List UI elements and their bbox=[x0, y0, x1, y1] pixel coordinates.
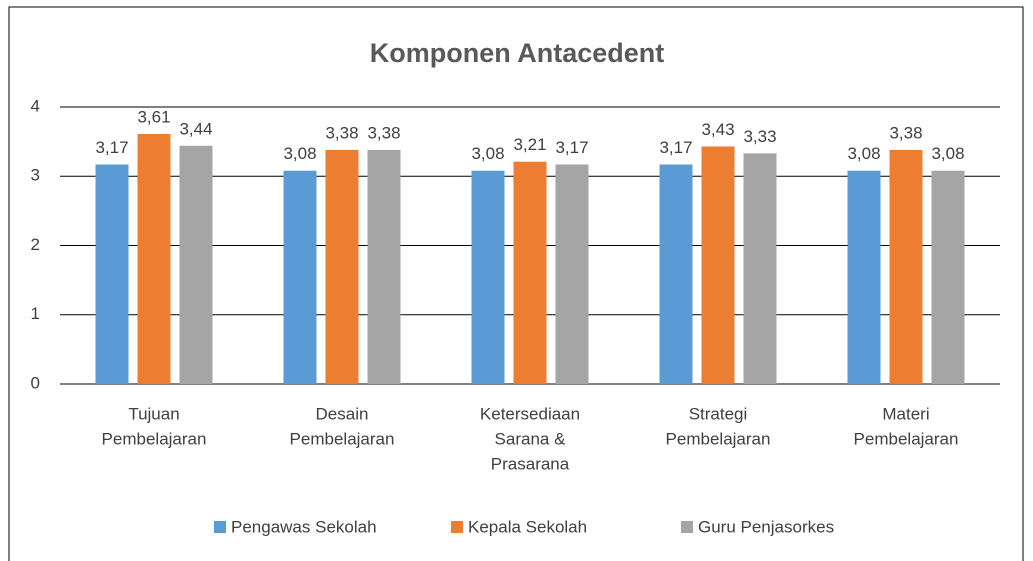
legend-swatch bbox=[451, 521, 463, 533]
bar bbox=[701, 146, 735, 384]
legend-label: Guru Penjasorkes bbox=[698, 517, 834, 536]
bar bbox=[95, 164, 129, 384]
data-label: 3,43 bbox=[701, 120, 734, 139]
bar bbox=[889, 149, 923, 384]
bar bbox=[367, 149, 401, 384]
bar bbox=[743, 153, 777, 384]
x-tick-label: Pembelajaran bbox=[666, 429, 771, 448]
y-tick-label: 2 bbox=[31, 235, 40, 254]
data-label: 3,08 bbox=[931, 144, 964, 163]
data-label: 3,17 bbox=[659, 138, 692, 157]
x-tick-label: Sarana & bbox=[495, 429, 567, 448]
bar bbox=[179, 145, 213, 384]
data-label: 3,61 bbox=[137, 107, 170, 126]
bar bbox=[137, 134, 171, 384]
data-label: 3,33 bbox=[743, 127, 776, 146]
y-tick-label: 1 bbox=[31, 304, 40, 323]
bar bbox=[555, 164, 589, 384]
x-tick-label: Tujuan bbox=[128, 404, 179, 423]
legend-swatch bbox=[681, 521, 693, 533]
bar bbox=[513, 161, 547, 384]
x-tick-label: Pembelajaran bbox=[290, 429, 395, 448]
x-tick-label: Strategi bbox=[689, 404, 748, 423]
data-label: 3,44 bbox=[179, 119, 212, 138]
x-tick-label: Prasarana bbox=[491, 454, 570, 473]
x-tick-label: Ketersediaan bbox=[480, 404, 580, 423]
bar bbox=[847, 170, 881, 384]
x-tick-label: Pembelajaran bbox=[102, 429, 207, 448]
bar bbox=[471, 170, 505, 384]
y-tick-label: 3 bbox=[31, 166, 40, 185]
data-label: 3,17 bbox=[95, 138, 128, 157]
legend-label: Kepala Sekolah bbox=[468, 517, 587, 536]
data-label: 3,38 bbox=[889, 123, 922, 142]
x-tick-label: Materi bbox=[882, 404, 929, 423]
bar bbox=[659, 164, 693, 384]
chart-title: Komponen Antacedent bbox=[370, 38, 665, 68]
bar bbox=[931, 170, 965, 384]
data-label: 3,21 bbox=[513, 135, 546, 154]
data-label: 3,08 bbox=[471, 144, 504, 163]
data-label: 3,38 bbox=[325, 123, 358, 142]
x-tick-label: Desain bbox=[316, 404, 369, 423]
data-label: 3,17 bbox=[555, 138, 588, 157]
data-label: 3,08 bbox=[847, 144, 880, 163]
bar bbox=[325, 149, 359, 384]
y-tick-label: 0 bbox=[31, 373, 40, 392]
legend-label: Pengawas Sekolah bbox=[231, 517, 377, 536]
data-label: 3,08 bbox=[283, 144, 316, 163]
x-tick-label: Pembelajaran bbox=[854, 429, 959, 448]
bar bbox=[283, 170, 317, 384]
legend-swatch bbox=[214, 521, 226, 533]
data-label: 3,38 bbox=[367, 123, 400, 142]
y-tick-label: 4 bbox=[31, 96, 40, 115]
